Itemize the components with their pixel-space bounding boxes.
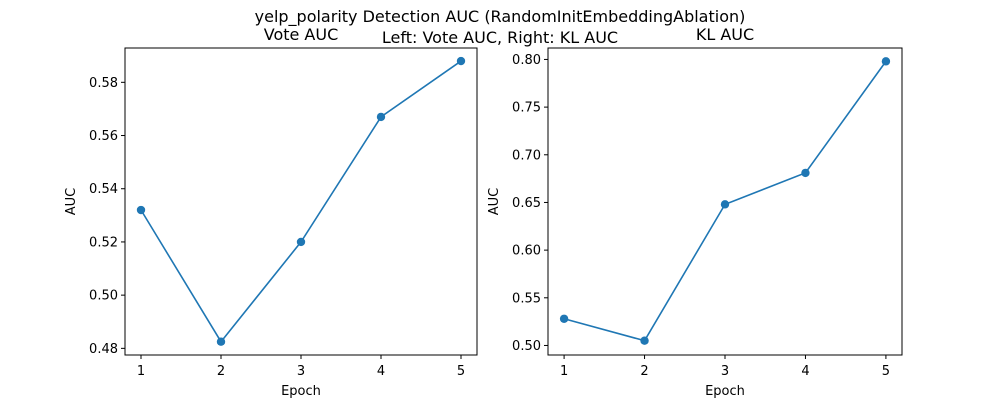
vote-auc-y-tick-label: 0.54: [89, 182, 118, 197]
figure-title-line-2: Left: Vote AUC, Right: KL AUC: [382, 28, 618, 47]
vote-auc-data-point: [296, 237, 306, 247]
kl-auc-title: KL AUC: [696, 25, 754, 44]
kl-auc-data-point: [559, 314, 569, 323]
figure-title-line-1: yelp_polarity Detection AUC (RandomInitE…: [255, 7, 746, 27]
kl-auc-x-tick-label: 3: [721, 364, 729, 379]
kl-auc-data-point: [720, 200, 730, 209]
kl-auc-y-tick-label: 0.75: [512, 101, 541, 116]
kl-auc-y-tick-label: 0.50: [512, 339, 541, 354]
kl-auc-x-axis-label: Epoch: [705, 384, 745, 399]
kl-auc-x-tick-label: 4: [801, 364, 809, 379]
vote-auc-y-tick-label: 0.58: [89, 76, 118, 91]
vote-auc-y-tick-label: 0.52: [89, 235, 118, 250]
vote-auc-x-tick-label: 2: [217, 364, 225, 379]
vote-auc-data-point: [456, 56, 466, 66]
kl-auc-data-point: [640, 336, 649, 345]
vote-auc-y-tick-label: 0.48: [89, 342, 118, 357]
vote-auc-x-axis-label: Epoch: [281, 384, 321, 399]
kl-auc-y-tick-label: 0.80: [512, 53, 541, 68]
vote-auc-x-tick-label: 1: [137, 364, 145, 379]
kl-auc-data-point: [881, 57, 891, 66]
kl-auc-y-tick-label: 0.65: [512, 196, 541, 211]
vote-auc-data-point: [216, 337, 226, 346]
vote-auc-y-tick-label: 0.56: [89, 129, 118, 144]
vote-auc-data-point: [136, 205, 146, 215]
kl-auc-y-tick-label: 0.70: [512, 148, 541, 163]
kl-auc-y-tick-label: 0.55: [512, 291, 541, 306]
kl-auc-x-tick-label: 2: [640, 364, 648, 379]
vote-auc-y-tick-label: 0.50: [89, 289, 118, 304]
vote-auc-data-point: [376, 112, 386, 122]
vote-auc-x-tick-label: 5: [457, 364, 465, 379]
kl-auc-x-tick-label: 5: [882, 364, 890, 379]
vote-auc-panel: Vote AUC 1 2 3 4 5 0.48 0.50 0.52 0.54 0.56 0.58 Epo…: [64, 25, 478, 399]
vote-auc-x-tick-label: 3: [297, 364, 305, 379]
vote-auc-series-line: [140, 60, 462, 344]
vote-auc-axes-frame: [124, 47, 478, 356]
kl-auc-y-tick-label: 0.60: [512, 244, 541, 259]
kl-auc-panel: KL AUC 1 2 3 4 5 0.50 0.55 0.60 0.65 0.70 0.75 0.80 E…: [487, 25, 903, 399]
vote-auc-title: Vote AUC: [264, 25, 339, 44]
vote-auc-y-axis-label: AUC: [64, 188, 79, 216]
kl-auc-data-point: [801, 168, 810, 178]
kl-auc-y-axis-label: AUC: [487, 188, 502, 216]
vote-auc-x-tick-label: 4: [377, 364, 385, 379]
kl-auc-x-tick-label: 1: [560, 364, 568, 379]
